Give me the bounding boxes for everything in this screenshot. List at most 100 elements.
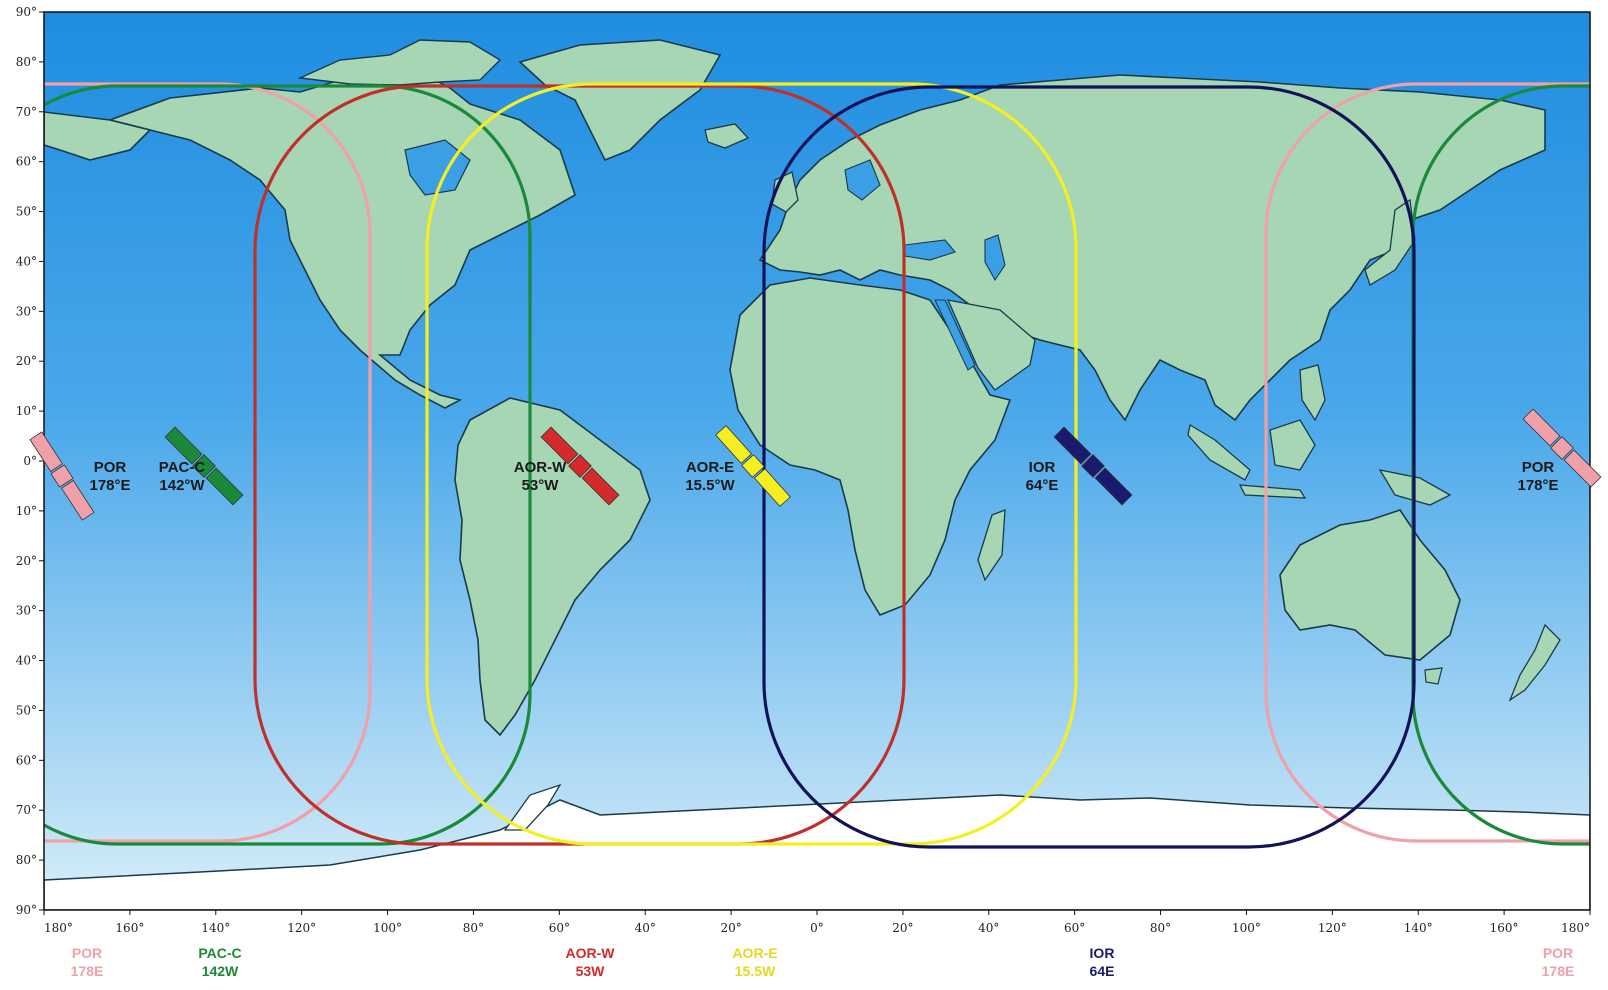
madagascar-landmass xyxy=(977,509,1006,582)
satellite-body xyxy=(741,454,765,478)
satellite-body xyxy=(1081,454,1105,478)
satellite-aor-w-name: AOR-W xyxy=(514,459,567,476)
latitude-tick-label: 70° xyxy=(16,105,37,119)
longitude-tick-label: 20° xyxy=(892,921,913,935)
satellite-por-right-name: POR xyxy=(1522,459,1555,476)
satellite-aor-e-position: 15.5°W xyxy=(685,477,735,494)
satellite-por-left-name: POR xyxy=(94,459,127,476)
sumatra-landmass xyxy=(1187,423,1251,481)
satellite-por-right-icon xyxy=(1522,408,1602,488)
satellite-por-left-icon xyxy=(29,431,95,521)
coverage-aor-e xyxy=(425,82,1078,846)
solar-panel xyxy=(753,468,791,507)
solar-panel xyxy=(540,426,579,465)
bottom-label-por-right-position: 178E xyxy=(1542,963,1575,979)
latitude-tick-label: 80° xyxy=(16,853,37,867)
solar-panel xyxy=(1053,426,1092,465)
latitude-tick-label: 40° xyxy=(16,654,37,668)
longitude-tick-label: 120° xyxy=(1318,921,1347,935)
satellite-aor-w-icon xyxy=(540,426,620,506)
satellite-por-right-position: 178°E xyxy=(1517,477,1558,494)
satellites-layer xyxy=(29,408,1602,521)
caspian-sea xyxy=(984,234,1006,282)
longitude-tick-label: 120° xyxy=(287,921,316,935)
longitude-tick-label: 100° xyxy=(373,921,402,935)
solar-panel xyxy=(205,467,244,506)
solar-panel xyxy=(61,480,95,521)
solar-panel xyxy=(164,426,203,465)
longitude-tick-label: 140° xyxy=(201,921,230,935)
africa-landmass xyxy=(729,277,1012,616)
latitude-tick-label: 40° xyxy=(16,254,37,268)
longitude-scale: 180° 160° 140° 120° 100° 80° 60° 40° 20° 0° 20° 40°… xyxy=(43,910,1591,935)
solar-panel xyxy=(1563,449,1602,488)
longitude-tick-label: 100° xyxy=(1232,921,1261,935)
satellite-pac-c-name: PAC-C xyxy=(159,459,206,476)
satellite-pac-c-position: 142°W xyxy=(159,477,205,494)
latitude-tick-label: 90° xyxy=(16,903,37,917)
coverage-pac-c xyxy=(44,84,532,846)
hudson-bay xyxy=(404,139,471,196)
longitude-tick-label: 60° xyxy=(1064,921,1085,935)
bottom-label-aor-e-position: 15.5W xyxy=(735,963,776,979)
latitude-tick-label: 30° xyxy=(16,604,37,618)
bottom-label-aor-e-name: AOR-E xyxy=(732,945,777,961)
latitude-tick-label: 30° xyxy=(16,304,37,318)
satellite-ior-name: IOR xyxy=(1029,459,1056,476)
bottom-label-ior-name: IOR xyxy=(1090,945,1115,961)
longitude-tick-label: 80° xyxy=(1150,921,1171,935)
baltic-sea xyxy=(844,159,881,201)
new-zealand-landmass xyxy=(1508,623,1561,702)
longitude-tick-label: 60° xyxy=(549,921,570,935)
longitude-tick-label: 40° xyxy=(635,921,656,935)
satellite-ior-position: 64°E xyxy=(1026,477,1059,494)
latitude-tick-label: 20° xyxy=(16,354,37,368)
satellite-aor-e-name: AOR-E xyxy=(686,459,734,476)
latitude-scale: 90° 80° 70° 60° 50° 40° 30° 20° 10° 0° 10° 20° 30° 40… xyxy=(16,5,44,917)
longitude-tick-label: 180° xyxy=(44,921,73,935)
latitude-tick-label: 50° xyxy=(16,703,37,717)
satellite-aor-w-position: 53°W xyxy=(522,477,560,494)
solar-panel xyxy=(1094,467,1133,506)
satellite-body xyxy=(192,454,216,478)
longitude-tick-label: 140° xyxy=(1404,921,1433,935)
japan-landmass xyxy=(1364,198,1416,286)
bottom-label-aor-w-name: AOR-W xyxy=(566,945,616,961)
red-sea xyxy=(934,299,976,371)
philippines-landmass xyxy=(1299,364,1326,422)
satellite-body xyxy=(1550,436,1574,460)
latitude-tick-label: 10° xyxy=(16,404,37,418)
latitude-tick-label: 60° xyxy=(16,753,37,767)
tasmania-landmass xyxy=(1424,667,1443,685)
borneo-landmass xyxy=(1269,419,1316,471)
satellite-aor-e-icon xyxy=(715,425,791,507)
longitude-tick-label: 160° xyxy=(1490,921,1519,935)
solar-panel xyxy=(581,467,620,506)
solar-panel xyxy=(29,431,63,472)
bottom-label-por-right-name: POR xyxy=(1543,945,1573,961)
longitude-tick-label: 160° xyxy=(115,921,144,935)
longitude-tick-label: 40° xyxy=(978,921,999,935)
latitude-tick-label: 70° xyxy=(16,803,37,817)
satellite-ior-icon xyxy=(1053,426,1133,506)
latitude-tick-label: 0° xyxy=(23,454,37,468)
bottom-label-pac-c-name: PAC-C xyxy=(198,945,241,961)
bottom-label-ior-position: 64E xyxy=(1090,963,1115,979)
iceland-landmass xyxy=(704,123,750,149)
longitude-tick-label: 180° xyxy=(1561,921,1590,935)
latitude-tick-label: 90° xyxy=(16,5,37,19)
latitude-tick-label: 10° xyxy=(16,504,37,518)
coverage-por-right xyxy=(1264,82,1590,843)
longitude-tick-label: 0° xyxy=(810,921,824,935)
longitude-tick-label: 20° xyxy=(720,921,741,935)
latitude-tick-label: 20° xyxy=(16,554,37,568)
satellite-pac-c-icon xyxy=(164,426,244,506)
satellite-labels-layer: POR178°EPAC-C142°WAOR-W53°WAOR-E15.5°WIO… xyxy=(89,459,1558,494)
bottom-label-por-left-name: POR xyxy=(72,945,102,961)
alaska-landmass xyxy=(44,111,152,161)
satellite-por-left-position: 178°E xyxy=(89,477,130,494)
satellite-body xyxy=(568,454,592,478)
longitude-tick-label: 80° xyxy=(463,921,484,935)
bottom-label-por-left-position: 178E xyxy=(71,963,104,979)
